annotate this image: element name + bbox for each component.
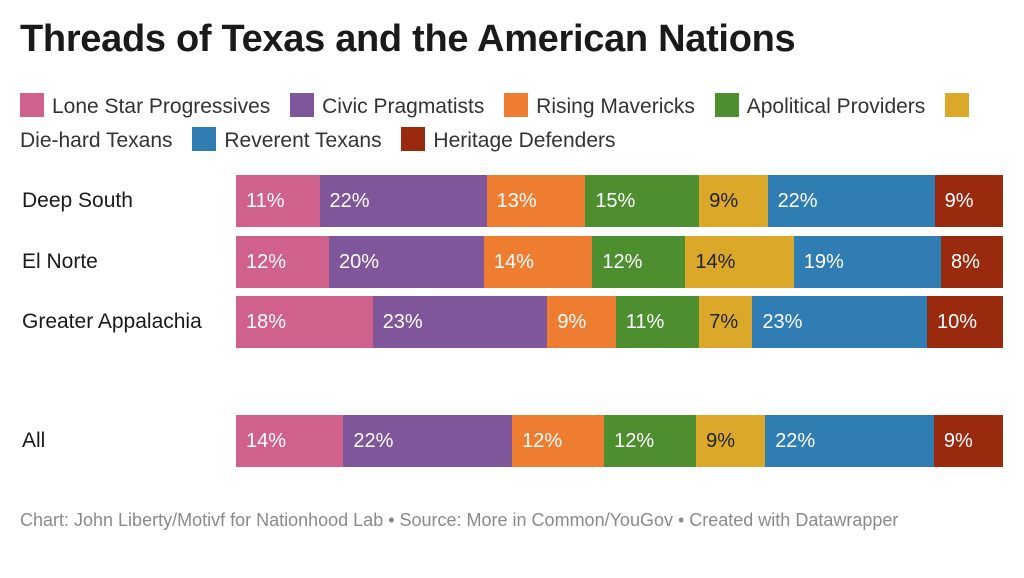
bar-segment-apolitical-providers: 15%	[585, 175, 700, 227]
legend-swatch	[192, 127, 217, 151]
data-label: 10%	[937, 311, 978, 333]
bar-segment-lone-star-progressives: 11%	[236, 175, 320, 227]
chart-title: Threads of Texas and the American Nation…	[20, 18, 796, 60]
bar-segment-civic-pragmatists: 22%	[343, 415, 513, 467]
legend-swatch	[504, 93, 529, 117]
legend-swatch	[290, 93, 315, 117]
data-label: 12%	[522, 430, 563, 452]
legend-swatch	[945, 93, 970, 117]
bar-segment-reverent-texans: 23%	[752, 296, 928, 348]
bar-segment-die-hard-texans: 9%	[699, 175, 768, 227]
bar-segment-civic-pragmatists: 22%	[319, 175, 487, 227]
data-label: 12%	[246, 251, 287, 273]
data-label: 9%	[557, 311, 587, 333]
bar-segment-lone-star-progressives: 12%	[236, 236, 329, 288]
legend-item-lone-star-progressives: Lone Star Progressives	[20, 93, 271, 118]
legend-swatch	[20, 93, 44, 117]
legend-swatch	[401, 127, 426, 151]
legend-item-rising-mavericks: Rising Mavericks	[504, 93, 695, 118]
data-label: 8%	[950, 251, 980, 273]
bar-segment-lone-star-progressives: 14%	[236, 415, 344, 467]
data-label: 14%	[246, 430, 287, 452]
bar-segment-rising-mavericks: 14%	[483, 236, 593, 288]
bar-segment-rising-mavericks: 9%	[547, 296, 616, 348]
data-label: 9%	[709, 190, 739, 212]
bar-segment-heritage-defenders: 10%	[927, 296, 1003, 348]
legend-label: Civic Pragmatists	[322, 95, 485, 118]
chart-footer: Chart: John Liberty/Motivf for Nationhoo…	[20, 510, 899, 530]
bar-row-greater-appalachia: 18% 23% 9% 11% 7% 23% 10%	[236, 296, 1003, 348]
row-label-el-norte: El Norte	[22, 250, 98, 273]
bar-segment-die-hard-texans: 7%	[699, 296, 753, 348]
data-label: 22%	[353, 430, 394, 452]
bar-segment-apolitical-providers: 12%	[604, 415, 697, 467]
data-label: 23%	[382, 311, 423, 333]
legend-label: Heritage Defenders	[433, 129, 616, 152]
data-label: 14%	[695, 251, 736, 273]
data-label: 22%	[329, 190, 370, 212]
bar-segment-rising-mavericks: 12%	[512, 415, 605, 467]
legend-item-die-hard-texans: Die-hard Texans	[20, 93, 977, 152]
data-label: 22%	[775, 430, 816, 452]
data-label: 23%	[762, 311, 803, 333]
bar-segment-heritage-defenders: 9%	[934, 175, 1003, 227]
legend-item-civic-pragmatists: Civic Pragmatists	[290, 93, 485, 118]
legend-item-heritage-defenders: Heritage Defenders	[401, 127, 616, 152]
legend-swatch	[714, 93, 739, 117]
legend-label: Rising Mavericks	[536, 95, 695, 118]
bar-row-all: 14% 22% 12% 12% 9% 22% 9%	[236, 415, 1003, 467]
legend-label: Apolitical Providers	[746, 95, 926, 118]
bar-segment-apolitical-providers: 11%	[615, 296, 700, 348]
bar-segment-die-hard-texans: 9%	[696, 415, 766, 467]
data-label: 7%	[709, 311, 739, 333]
legend-item-reverent-texans: Reverent Texans	[192, 127, 382, 152]
data-label: 9%	[706, 430, 736, 452]
data-label: 15%	[595, 190, 636, 212]
data-label: 22%	[777, 190, 818, 212]
legend: Lone Star Progressives Civic Pragmatists…	[20, 90, 980, 158]
data-label: 11%	[246, 190, 285, 212]
data-label: 12%	[602, 251, 643, 273]
data-label: 13%	[496, 190, 537, 212]
legend-item-apolitical-providers: Apolitical Providers	[714, 93, 926, 118]
bar-segment-reverent-texans: 22%	[767, 175, 935, 227]
data-label: 9%	[944, 190, 974, 212]
data-label: 12%	[614, 430, 655, 452]
bar-segment-civic-pragmatists: 20%	[328, 236, 484, 288]
legend-label: Die-hard Texans	[20, 129, 173, 152]
row-label-deep-south: Deep South	[22, 189, 133, 212]
row-label-all: All	[22, 429, 46, 452]
legend-label: Lone Star Progressives	[52, 95, 271, 118]
row-label-greater-appalachia: Greater Appalachia	[22, 310, 202, 333]
bar-segment-civic-pragmatists: 23%	[372, 296, 548, 348]
bar-segment-die-hard-texans: 14%	[685, 236, 794, 288]
bar-segment-apolitical-providers: 12%	[592, 236, 686, 288]
data-label: 11%	[625, 311, 665, 333]
data-label: 20%	[338, 251, 379, 273]
bar-row-el-norte: 12% 20% 14% 12% 14% 19% 8%	[236, 236, 1003, 288]
data-label: 9%	[943, 430, 973, 452]
bar-row-deep-south: 11% 22% 13% 15% 9% 22% 9%	[236, 175, 1003, 227]
data-label: 19%	[803, 251, 844, 273]
bar-segment-heritage-defenders: 8%	[940, 236, 1003, 288]
bar-segment-heritage-defenders: 9%	[933, 415, 1003, 467]
data-label: 18%	[246, 311, 287, 333]
bar-segment-reverent-texans: 22%	[765, 415, 934, 467]
bar-segment-rising-mavericks: 13%	[486, 175, 586, 227]
bar-segment-lone-star-progressives: 18%	[236, 296, 373, 348]
data-label: 14%	[493, 251, 534, 273]
bar-segment-reverent-texans: 19%	[793, 236, 941, 288]
legend-label: Reverent Texans	[224, 129, 382, 152]
